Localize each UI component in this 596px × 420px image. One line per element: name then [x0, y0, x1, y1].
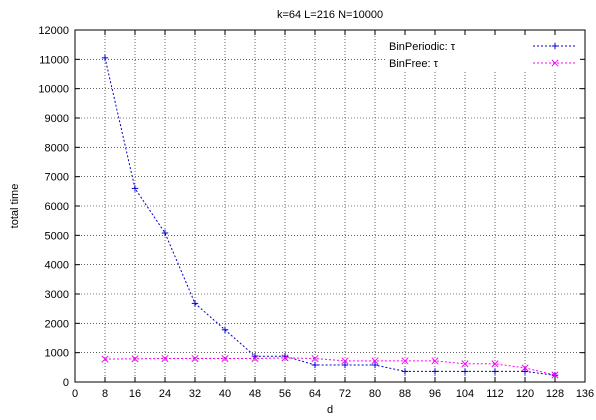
data-point-binfree	[491, 360, 499, 368]
data-point-binperiodic	[371, 361, 379, 369]
marker-stroke	[251, 354, 259, 363]
x-tick-label: 0	[72, 388, 78, 400]
marker-stroke	[161, 354, 169, 363]
legend-label-binfree: BinFree: τ	[389, 58, 439, 70]
y-tick-label: 4000	[45, 260, 69, 272]
data-point-binperiodic	[341, 361, 349, 369]
marker-stroke	[431, 357, 439, 365]
data-point-binperiodic	[161, 229, 169, 237]
data-point-binperiodic	[461, 368, 469, 375]
data-point-binperiodic	[311, 361, 319, 369]
data-point-binfree	[431, 357, 439, 365]
marker-stroke	[491, 360, 499, 368]
data-point-binfree	[251, 354, 259, 363]
data-point-binperiodic	[431, 368, 439, 375]
marker-stroke	[281, 354, 289, 362]
x-tick-label: 72	[339, 388, 351, 400]
y-tick-label: 7000	[45, 172, 69, 184]
y-tick-label: 3000	[45, 289, 69, 301]
y-tick-label: 2000	[45, 318, 69, 330]
x-tick-label: 8	[102, 388, 108, 400]
y-tick-label: 6000	[45, 201, 69, 213]
x-tick-label: 88	[399, 388, 411, 400]
y-axis-label: total time	[9, 184, 21, 229]
x-tick-label: 96	[429, 388, 441, 400]
marker-stroke	[221, 354, 229, 363]
x-tick-label: 128	[546, 388, 564, 400]
legend-sample-binperiodic	[533, 42, 577, 50]
data-point-binfree	[551, 371, 559, 379]
marker-stroke	[371, 357, 379, 365]
data-point-binfree	[221, 354, 229, 363]
y-tick-label: 1000	[45, 348, 69, 360]
y-tick-label: 5000	[45, 230, 69, 242]
series-line-binfree	[104, 357, 556, 376]
y-tick-label: 9000	[45, 113, 69, 125]
marker-stroke	[191, 354, 199, 363]
marker-stroke	[101, 355, 109, 363]
data-point-binfree	[281, 354, 289, 362]
x-tick-label: 120	[516, 388, 534, 400]
marker-stroke	[461, 360, 469, 368]
data-point-binfree	[401, 357, 409, 365]
data-point-binfree	[101, 355, 109, 363]
legend-label-binperiodic: BinPeriodic: τ	[389, 41, 456, 53]
marker-stroke	[311, 354, 319, 363]
x-tick-label: 112	[486, 388, 504, 400]
series-line-binperiodic	[104, 57, 556, 376]
data-point-binfree	[521, 364, 529, 372]
x-tick-label: 48	[249, 388, 261, 400]
data-point-binperiodic	[101, 54, 109, 62]
data-point-binperiodic	[521, 368, 529, 375]
series-layer	[101, 54, 559, 379]
x-tick-label: 32	[189, 388, 201, 400]
data-point-binfree	[461, 360, 469, 368]
legend-sample-binfree	[533, 59, 577, 67]
x-tick-label: 56	[279, 388, 291, 400]
x-tick-label: 16	[129, 388, 141, 400]
y-tick-label: 11000	[39, 54, 69, 66]
x-tick-label: 40	[219, 388, 231, 400]
tick-labels: 0 8 16 24 32 40 48 56 64 72 80 88 96 104 112 120 128 136 0…	[38, 25, 594, 400]
x-tick-label: 80	[369, 388, 381, 400]
data-point-binfree	[371, 357, 379, 365]
y-tick-label: 0	[63, 377, 69, 389]
data-point-binfree	[161, 354, 169, 363]
grid	[75, 30, 585, 382]
legend: BinPeriodic: τ BinFree: τ	[386, 36, 580, 70]
marker-stroke	[551, 371, 559, 379]
legend-marker	[551, 42, 559, 50]
marker-stroke	[521, 364, 529, 372]
data-point-binperiodic	[221, 326, 229, 333]
legend-marker	[551, 59, 559, 67]
y-tick-label: 12000	[38, 25, 69, 37]
x-tick-label: 64	[309, 388, 321, 400]
marker-stroke	[551, 59, 559, 67]
data-point-binfree	[191, 354, 199, 363]
data-point-binperiodic	[401, 368, 409, 375]
x-tick-label: 136	[576, 388, 594, 400]
x-axis-label: d	[327, 404, 333, 416]
marker-stroke	[131, 355, 139, 363]
data-point-binperiodic	[191, 300, 199, 307]
legend-box	[386, 36, 580, 70]
data-point-binfree	[341, 357, 349, 365]
marker-stroke	[341, 357, 349, 365]
data-point-binfree	[311, 354, 319, 363]
marker-stroke	[401, 357, 409, 365]
y-tick-label: 10000	[38, 84, 69, 96]
data-point-binperiodic	[491, 368, 499, 375]
data-point-binperiodic	[131, 185, 139, 192]
chart-title: k=64 L=216 N=10000	[277, 9, 383, 21]
x-tick-label: 24	[159, 388, 171, 400]
ticks	[74, 29, 586, 383]
y-tick-label: 8000	[45, 142, 69, 154]
x-tick-label: 104	[456, 388, 474, 400]
data-point-binfree	[131, 355, 139, 363]
